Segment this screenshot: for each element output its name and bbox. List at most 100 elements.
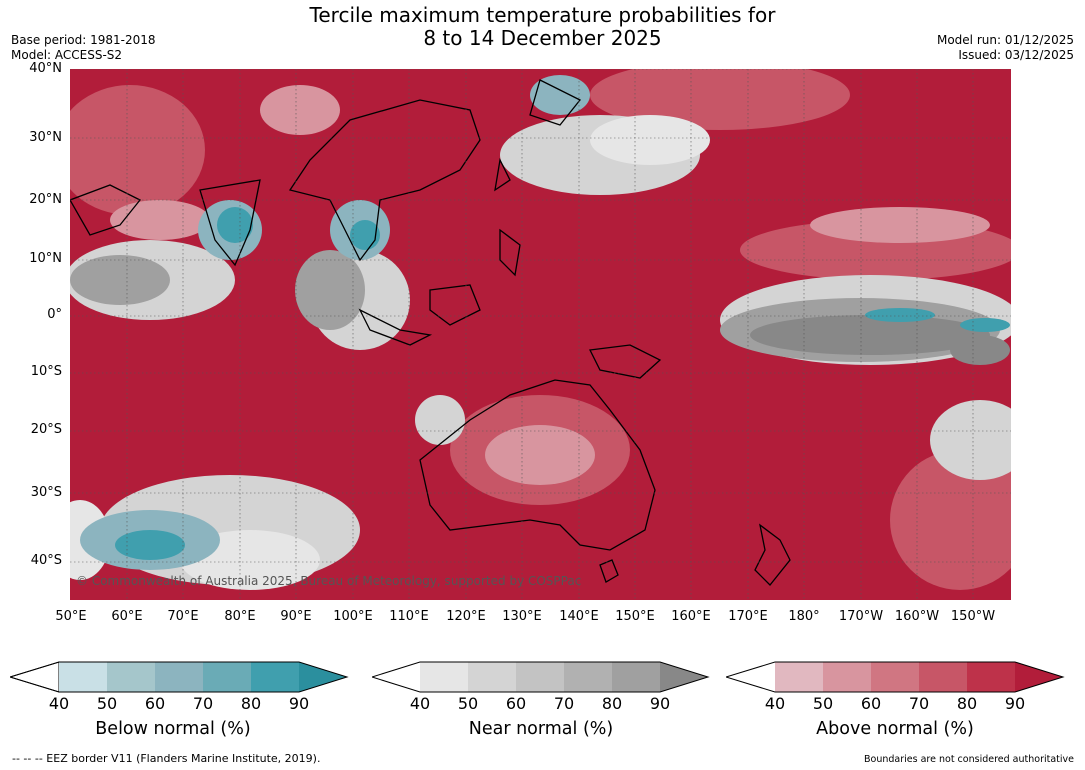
- issued-date: Issued: 03/12/2025: [958, 48, 1074, 62]
- colorbar-below-tick: 40: [48, 694, 70, 713]
- colorbar-below-tick: 70: [192, 694, 214, 713]
- lon-label: 110°E: [389, 609, 429, 624]
- colorbar-below-swatch-50-60: [107, 662, 155, 692]
- eez-border-note: -- -- -- EEZ border V11 (Flanders Marine…: [12, 752, 321, 765]
- lon-label: 150°E: [615, 609, 655, 624]
- colorbar-above-under-arrow: [726, 662, 775, 692]
- colorbar-below-tick: 50: [96, 694, 118, 713]
- title-line-1: Tercile maximum temperature probabilitie…: [309, 3, 776, 27]
- above-normal-50-region: [110, 85, 990, 485]
- lat-label: 30°S: [30, 485, 62, 500]
- lat-label: 0°: [47, 307, 62, 322]
- colorbar-near-swatch-40-50: [420, 662, 468, 692]
- colorbar-below-swatch-70-80: [203, 662, 251, 692]
- model-run: Model run: 01/12/2025: [936, 33, 1074, 47]
- colorbar-above-tick: 90: [1004, 694, 1026, 713]
- colorbar-below-normal: [10, 661, 349, 693]
- lon-label: 90°E: [280, 609, 312, 624]
- colorbar-near-tick: 90: [649, 694, 671, 713]
- colorbar-below-under-arrow: [10, 661, 60, 693]
- lat-label: 20°N: [29, 192, 62, 207]
- meta-right: Model run: 01/12/2025 Issued: 03/12/2025: [937, 33, 1074, 63]
- lon-label: 160°W: [894, 609, 940, 624]
- near-normal-90-region: [750, 315, 1010, 365]
- chart-title: Tercile maximum temperature probabilitie…: [0, 4, 1085, 50]
- colorbar-below-tick: 80: [240, 694, 262, 713]
- lon-label: 170°W: [838, 609, 884, 624]
- lat-label: 10°N: [29, 251, 62, 266]
- boundaries-disclaimer: Boundaries are not considered authoritat…: [864, 754, 1074, 765]
- colorbar-below-title: Below normal (%): [95, 719, 251, 739]
- india-coastline: [199, 179, 261, 267]
- sumatra-java-coastline: [358, 308, 433, 346]
- above-normal-70-region: [70, 69, 1011, 590]
- colorbar-above-title: Above normal (%): [816, 719, 974, 739]
- lat-label: 20°S: [30, 422, 62, 437]
- lat-label: 40°S: [30, 553, 62, 568]
- above-normal-background: [70, 69, 1011, 600]
- lon-label: 160°E: [671, 609, 711, 624]
- colorbar-below-swatch-60-70: [155, 662, 203, 692]
- base-period: Base period: 1981-2018: [11, 33, 156, 47]
- colorbar-above-swatch-50-60: [823, 662, 871, 692]
- colorbar-above-over-arrow: [1015, 662, 1063, 692]
- lon-label: 60°E: [111, 609, 143, 624]
- new-guinea-coastline: [589, 344, 662, 379]
- lat-label: 10°S: [30, 364, 62, 379]
- colorbar-near-tick: 60: [505, 694, 527, 713]
- model-name: Model: ACCESS-S2: [11, 48, 123, 62]
- colorbar-above-swatch-60-70: [871, 662, 919, 692]
- colorbar-near-tick: 70: [553, 694, 575, 713]
- lon-label: 180°: [788, 609, 820, 624]
- colorbar-near-tick: 80: [601, 694, 623, 713]
- lon-label: 100°E: [333, 609, 373, 624]
- colorbar-above-tick: 70: [908, 694, 930, 713]
- below-normal-60-region: [80, 75, 590, 570]
- coastlines: [70, 79, 791, 586]
- colorbar-above-normal: [726, 661, 1065, 693]
- new-zealand-coastline: [754, 523, 791, 586]
- lat-label: 30°N: [29, 130, 62, 145]
- colorbar-near-tick: 40: [409, 694, 431, 713]
- japan-coastline: [529, 79, 582, 126]
- colorbar-below-swatch-40-50: [59, 662, 107, 692]
- colorbar-near-title: Near normal (%): [468, 719, 614, 739]
- lon-label: 50°E: [55, 609, 87, 624]
- colorbar-near-swatch-70-80: [564, 662, 612, 692]
- near-normal-40-region: [70, 115, 710, 590]
- colorbar-below-over-arrow: [299, 662, 347, 692]
- lon-label: 130°E: [502, 609, 542, 624]
- near-normal-80-region: [70, 250, 1000, 362]
- near-normal-50-region: [70, 115, 1011, 585]
- colorbar-above-swatch-40-50: [775, 662, 823, 692]
- colorbar-above-tick: 80: [956, 694, 978, 713]
- lon-label: 140°E: [559, 609, 599, 624]
- colorbar-near-tick: 50: [457, 694, 479, 713]
- colorbar-near-swatch-80-90: [612, 662, 660, 692]
- tasmania-coastline: [599, 559, 619, 583]
- colorbar-below-tick: 90: [288, 694, 310, 713]
- lat-label: 40°N: [29, 61, 62, 76]
- title-line-2: 8 to 14 December 2025: [423, 26, 662, 50]
- asia-coastline: [288, 99, 481, 262]
- colorbar-near-over-arrow: [660, 662, 708, 692]
- colorbar-above-swatch-80-90: [967, 662, 1015, 692]
- lon-label: 150°W: [950, 609, 996, 624]
- arabia-coastline: [70, 184, 142, 236]
- colorbar-near-under-arrow: [372, 662, 420, 692]
- lon-label: 120°E: [446, 609, 486, 624]
- below-normal-80-region: [115, 207, 1010, 560]
- philippines-coastline: [499, 228, 521, 277]
- meta-left: Base period: 1981-2018 Model: ACCESS-S2: [11, 33, 156, 63]
- colorbar-above-tick: 60: [860, 694, 882, 713]
- graticule: [70, 69, 1011, 600]
- colorbar-below-swatch-80-90: [251, 662, 299, 692]
- map-copyright: © Commonwealth of Australia 2025, Bureau…: [76, 574, 582, 588]
- colorbar-near-normal: [372, 661, 710, 693]
- colorbar-above-tick: 40: [764, 694, 786, 713]
- lon-label: 70°E: [167, 609, 199, 624]
- taiwan-coastline: [494, 157, 511, 192]
- australia-coastline: [419, 379, 656, 551]
- lon-label: 170°E: [728, 609, 768, 624]
- colorbar-below-tick: 60: [144, 694, 166, 713]
